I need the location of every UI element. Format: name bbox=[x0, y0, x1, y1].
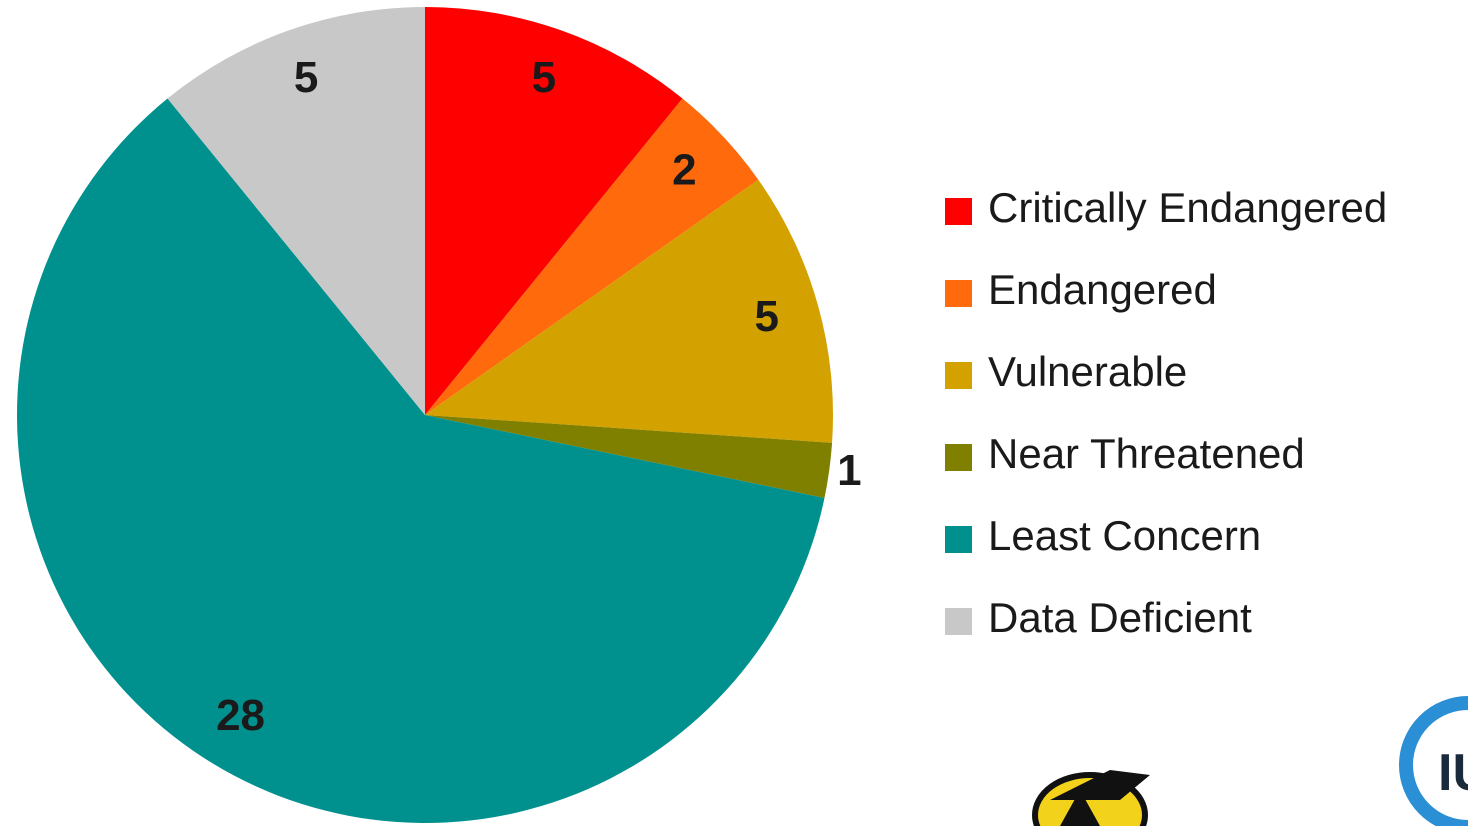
bee-logo bbox=[1032, 770, 1150, 826]
pie bbox=[16, 7, 833, 824]
data-label: 5 bbox=[294, 53, 318, 102]
legend-label: Least Concern bbox=[988, 512, 1261, 559]
legend-label: Data Deficient bbox=[988, 594, 1252, 641]
data-label: 2 bbox=[672, 145, 696, 194]
data-label: 5 bbox=[532, 53, 556, 102]
legend-label: Critically Endangered bbox=[988, 184, 1387, 231]
pie-slice bbox=[425, 7, 683, 415]
legend-swatch bbox=[945, 362, 972, 389]
pie-slice bbox=[167, 7, 425, 415]
pie-slice bbox=[425, 415, 833, 499]
legend-swatch bbox=[945, 608, 972, 635]
legend-swatch bbox=[945, 444, 972, 471]
iucn-logo: IU bbox=[1399, 696, 1468, 826]
pie-slice bbox=[425, 98, 759, 415]
logo-text: IU bbox=[1438, 744, 1468, 802]
data-label: 1 bbox=[837, 446, 861, 495]
legend-swatch bbox=[945, 526, 972, 553]
data-label: 28 bbox=[216, 691, 265, 740]
legend-swatch bbox=[945, 198, 972, 225]
pie-slice bbox=[16, 98, 825, 824]
data-label: 5 bbox=[755, 292, 779, 341]
legend-label: Near Threatened bbox=[988, 430, 1305, 477]
legend-label: Vulnerable bbox=[988, 348, 1187, 395]
pie-slice bbox=[425, 179, 833, 443]
legend-label: Endangered bbox=[988, 266, 1217, 313]
legend-swatch bbox=[945, 280, 972, 307]
